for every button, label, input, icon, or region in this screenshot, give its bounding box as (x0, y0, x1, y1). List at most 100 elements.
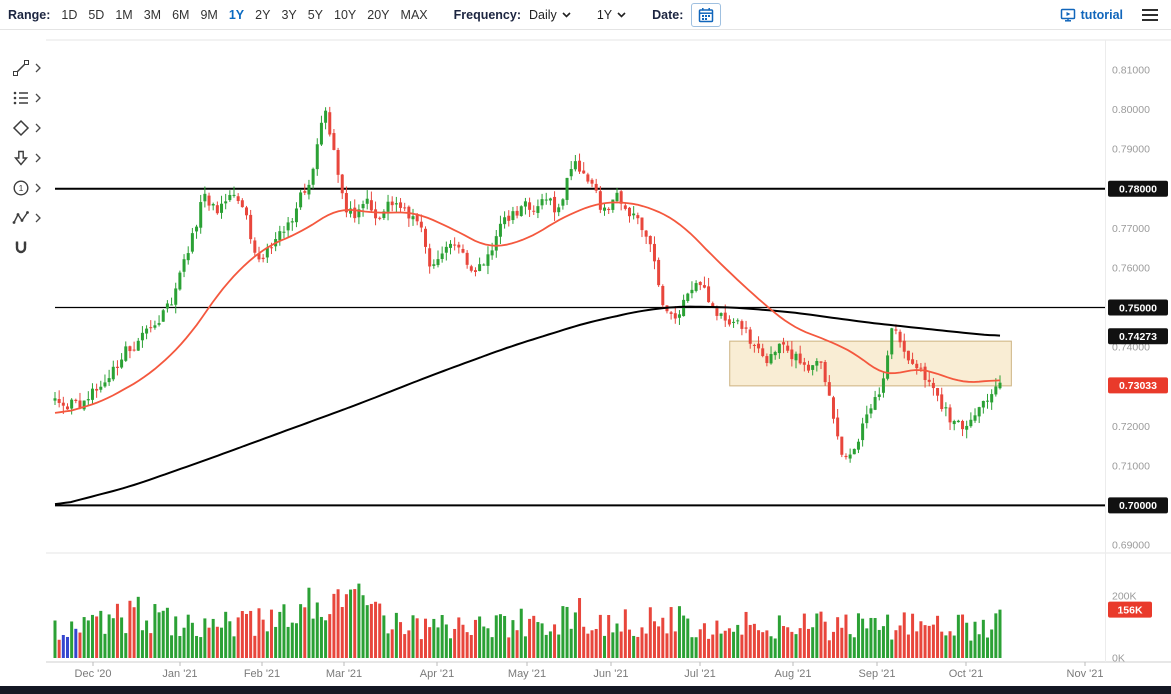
volume-bar (340, 607, 344, 658)
candle-body (465, 252, 469, 265)
candle-body (265, 247, 269, 258)
candle-body (544, 199, 548, 201)
candle-body (856, 441, 860, 450)
price-badge-label: 0.75000 (1119, 302, 1157, 314)
candle-body (228, 194, 232, 201)
shapes-tool[interactable] (0, 113, 46, 143)
x-axis-label: Mar '21 (326, 668, 362, 680)
volume-bar (469, 634, 473, 658)
candle-body (349, 208, 353, 214)
candle-body (661, 285, 665, 306)
date-picker-button[interactable] (691, 2, 722, 27)
x-axis-label: Jul '21 (684, 668, 715, 680)
volume-bar (99, 610, 103, 658)
candle-body (157, 323, 161, 325)
tutorial-link[interactable]: tutorial (1060, 8, 1123, 22)
candle-body (790, 349, 794, 360)
magnet-tool[interactable] (0, 233, 46, 263)
candle-body (220, 203, 224, 213)
candle-body (578, 160, 582, 172)
x-axis-label: May '21 (508, 668, 546, 680)
volume-bar (815, 613, 819, 658)
annotation-tool[interactable]: 1 (0, 173, 46, 203)
range-option-10y[interactable]: 10Y (334, 7, 357, 22)
range-option-5d[interactable]: 5D (88, 7, 105, 22)
range-option-max[interactable]: MAX (400, 7, 428, 22)
candle-body (174, 288, 178, 305)
volume-bar (578, 598, 582, 658)
volume-bar (790, 631, 794, 658)
volume-badge (1108, 601, 1152, 618)
volume-bar (357, 583, 361, 658)
arrow-tool[interactable] (0, 143, 46, 173)
candle-body (453, 244, 457, 246)
range-option-1y[interactable]: 1Y (228, 7, 245, 22)
volume-bar (836, 617, 840, 658)
fibonacci-tool[interactable] (0, 83, 46, 113)
candle-body (919, 367, 923, 369)
volume-bar (898, 625, 902, 658)
candle-body (873, 397, 877, 410)
volume-bar (773, 638, 777, 658)
candle-body (823, 361, 827, 383)
menu-button[interactable] (1139, 6, 1161, 24)
range-option-1m[interactable]: 1M (115, 7, 133, 22)
candle-body (902, 340, 906, 352)
candle-body (136, 340, 140, 351)
candle-body (573, 161, 577, 170)
candle-body (761, 348, 765, 357)
volume-bar (228, 621, 232, 658)
candle-body (548, 198, 552, 201)
volume-bar (95, 616, 99, 658)
candle-body (299, 192, 303, 208)
frequency-dropdown[interactable]: Daily (529, 8, 571, 22)
candle-body (170, 304, 174, 306)
volume-bar (677, 606, 681, 658)
candle-body (482, 264, 486, 266)
period-dropdown[interactable]: 1Y (597, 8, 626, 22)
candle-body (269, 247, 273, 249)
range-option-9m[interactable]: 9M (200, 7, 218, 22)
candle-body (507, 215, 511, 221)
range-option-3y[interactable]: 3Y (281, 7, 297, 22)
candle-body (61, 402, 65, 406)
candle-body (723, 312, 727, 321)
candle-body (782, 342, 786, 345)
volume-bar (852, 637, 856, 658)
volume-bar (619, 631, 623, 658)
range-option-6m[interactable]: 6M (172, 7, 190, 22)
range-option-20y[interactable]: 20Y (367, 7, 390, 22)
trend-line-tool[interactable] (0, 53, 46, 83)
candle-body (378, 217, 382, 219)
volume-bar (636, 636, 640, 658)
volume-bar (82, 617, 86, 658)
volume-bar (831, 631, 835, 658)
volume-bar (153, 604, 157, 658)
elliott-wave-tool[interactable] (0, 203, 46, 233)
candle-body (673, 313, 677, 319)
range-option-1d[interactable]: 1D (61, 7, 78, 22)
volume-bar (282, 604, 286, 658)
candle-body (827, 382, 831, 396)
volume-bar (711, 634, 715, 658)
price-chart[interactable]: 0.81000 0.80000 0.79000 0.78000 0.77000 0.760… (0, 30, 1171, 694)
volume-bar (253, 635, 257, 658)
range-option-3m[interactable]: 3M (143, 7, 162, 22)
candle-body (353, 207, 357, 219)
volume-bar (211, 618, 215, 658)
consolidation-box[interactable] (729, 340, 1012, 387)
volume-bar (511, 620, 515, 658)
volume-bar (786, 627, 790, 658)
volume-bar (782, 626, 786, 658)
volume-bar (386, 633, 390, 658)
candle-body (615, 192, 619, 202)
range-option-2y[interactable]: 2Y (255, 7, 271, 22)
candle-body (540, 199, 544, 206)
volume-bar (669, 607, 673, 658)
toolbar-right: tutorial (1060, 6, 1161, 24)
volume-bar (161, 610, 165, 658)
menu-icon (1142, 8, 1158, 21)
range-option-5y[interactable]: 5Y (307, 7, 324, 22)
candle-body (644, 230, 648, 237)
volume-bar (240, 611, 244, 658)
